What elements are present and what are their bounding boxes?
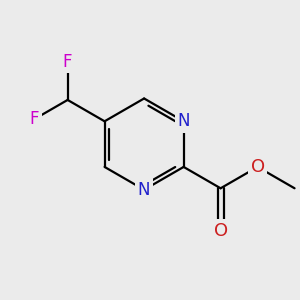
Text: O: O [214, 222, 228, 240]
Text: F: F [63, 53, 72, 71]
Text: O: O [250, 158, 265, 176]
Text: N: N [138, 181, 150, 199]
Text: F: F [30, 110, 39, 128]
Text: N: N [177, 112, 190, 130]
